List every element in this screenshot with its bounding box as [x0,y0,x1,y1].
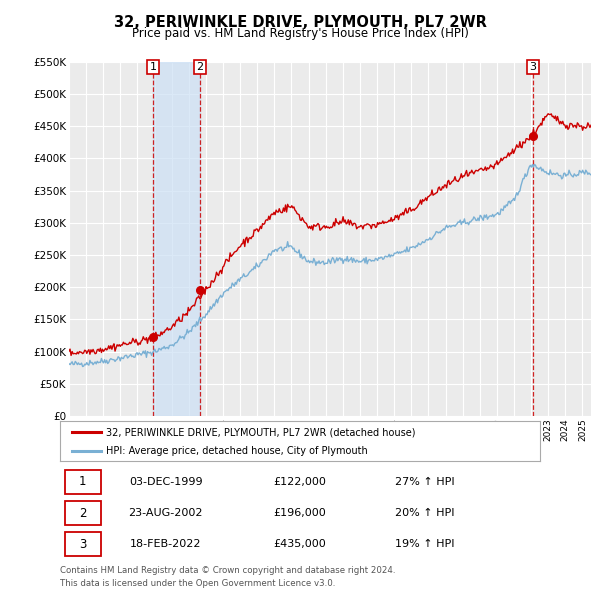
Text: 03-DEC-1999: 03-DEC-1999 [129,477,202,487]
Text: Contains HM Land Registry data © Crown copyright and database right 2024.: Contains HM Land Registry data © Crown c… [60,566,395,575]
Text: 1: 1 [79,475,86,489]
Text: 19% ↑ HPI: 19% ↑ HPI [395,539,455,549]
Text: £435,000: £435,000 [274,539,326,549]
Text: 2: 2 [196,62,203,72]
Text: 18-FEB-2022: 18-FEB-2022 [130,539,202,549]
Text: 3: 3 [530,62,536,72]
Text: £196,000: £196,000 [274,508,326,518]
FancyBboxPatch shape [65,532,101,556]
Text: £122,000: £122,000 [274,477,326,487]
Text: 32, PERIWINKLE DRIVE, PLYMOUTH, PL7 2WR (detached house): 32, PERIWINKLE DRIVE, PLYMOUTH, PL7 2WR … [106,427,415,437]
Text: HPI: Average price, detached house, City of Plymouth: HPI: Average price, detached house, City… [106,445,367,455]
FancyBboxPatch shape [65,470,101,494]
Bar [153,62,200,416]
FancyBboxPatch shape [65,501,101,525]
Text: 1: 1 [150,62,157,72]
Text: 2: 2 [79,506,86,520]
Text: 27% ↑ HPI: 27% ↑ HPI [395,477,455,487]
Text: This data is licensed under the Open Government Licence v3.0.: This data is licensed under the Open Gov… [60,579,335,588]
Text: 3: 3 [79,537,86,551]
Text: 23-AUG-2002: 23-AUG-2002 [128,508,203,518]
Text: Price paid vs. HM Land Registry's House Price Index (HPI): Price paid vs. HM Land Registry's House … [131,27,469,40]
Text: 32, PERIWINKLE DRIVE, PLYMOUTH, PL7 2WR: 32, PERIWINKLE DRIVE, PLYMOUTH, PL7 2WR [113,15,487,30]
Text: 20% ↑ HPI: 20% ↑ HPI [395,508,455,518]
